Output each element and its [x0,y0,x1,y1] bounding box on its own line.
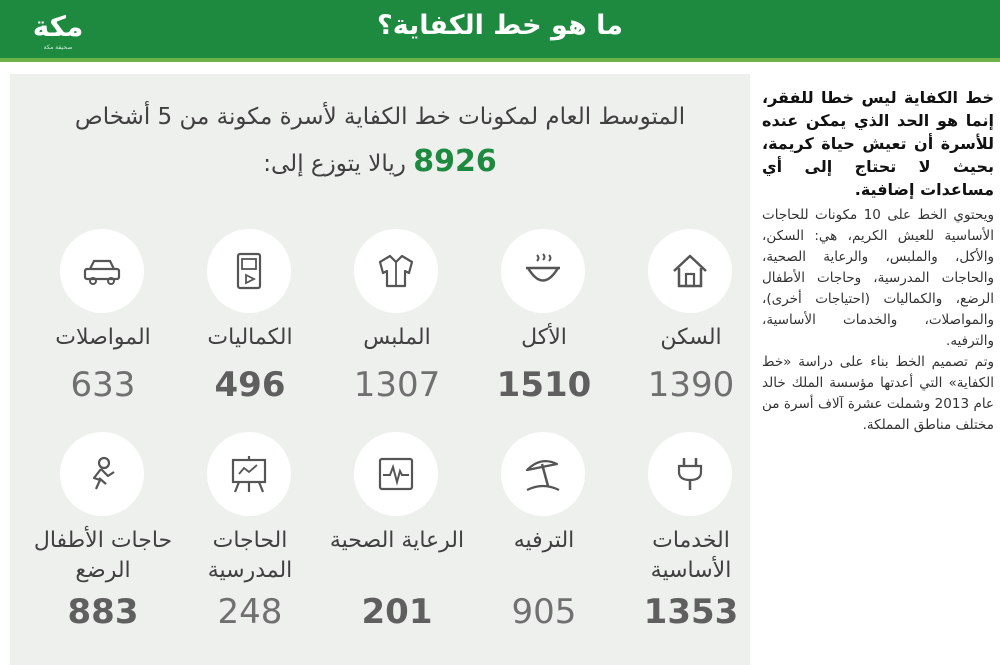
transport-circle [60,229,144,313]
item-label: المواصلات [55,325,151,350]
sidebar-text: خط الكفاية ليس خطا للفقر، إنما هو الحد ا… [762,86,994,436]
intro-line-2: 8926 ريالا يتوزع إلى: [10,144,750,179]
logo-text: مكة [32,10,84,43]
item-value: 633 [70,365,136,405]
plug-icon [677,458,703,490]
item-label: الملبس [363,325,431,350]
sidebar-lead: خط الكفاية ليس خطا للفقر، إنما هو الحد ا… [762,88,994,199]
item-value: 883 [67,592,139,632]
infographic-panel: المتوسط العام لمكونات خط الكفاية لأسرة م… [10,74,750,665]
infant-circle [60,432,144,516]
item-value: 201 [361,592,433,632]
house-icon [673,254,707,288]
easel-board-icon [231,456,267,493]
food-circle [501,229,585,313]
item-label: الكماليات [207,325,293,350]
item-value: 1353 [643,592,739,632]
item-value: 1510 [496,365,592,405]
total-amount: 8926 [413,144,497,179]
sidebar-body-1: ويحتوي الخط على 10 مكونات للحاجات الأساس… [762,207,994,349]
car-icon [83,259,121,285]
item-value: 1390 [647,365,735,405]
healthcare-circle [354,432,438,516]
item-label: الرعاية الصحية [329,528,465,553]
item-label: الحاجات المدرسية [207,528,293,583]
sidebar-body-2: وتم تصميم الخط بناء على دراسة «خط الكفاي… [762,354,994,433]
services-circle [648,432,732,516]
food-bowl-icon [526,253,560,282]
item-label: الخدمات الأساسية [650,528,732,583]
item-value: 248 [217,592,283,632]
item-label: الترفيه [513,528,575,553]
logo-subtext: صحيفة مكة [43,44,73,51]
clothing-circle [354,229,438,313]
page-title: ما هو خط الكفاية؟ [377,10,623,41]
housing-circle [648,229,732,313]
intro-line-1: المتوسط العام لمكونات خط الكفاية لأسرة م… [74,104,686,130]
intro-line-2-text: ريالا يتوزع إلى: [263,151,406,177]
item-value: 496 [214,365,286,405]
item-value: 905 [511,592,577,632]
baby-icon [92,456,115,490]
beach-umbrella-icon [525,459,560,491]
jacket-icon [378,254,414,288]
school-circle [207,432,291,516]
heart-monitor-icon [378,457,414,491]
luxuries-circle [207,229,291,313]
entertainment-circle [501,432,585,516]
item-label: الأكل [521,325,567,350]
header-bar: مكة صحيفة مكة ما هو خط الكفاية؟ [0,0,1000,62]
item-label: حاجات الأطفال الرضع [33,528,173,583]
item-value: 1307 [353,365,441,405]
makkah-logo: مكة صحيفة مكة [16,10,100,54]
device-icon [236,252,262,290]
item-label: السكن [660,325,722,350]
